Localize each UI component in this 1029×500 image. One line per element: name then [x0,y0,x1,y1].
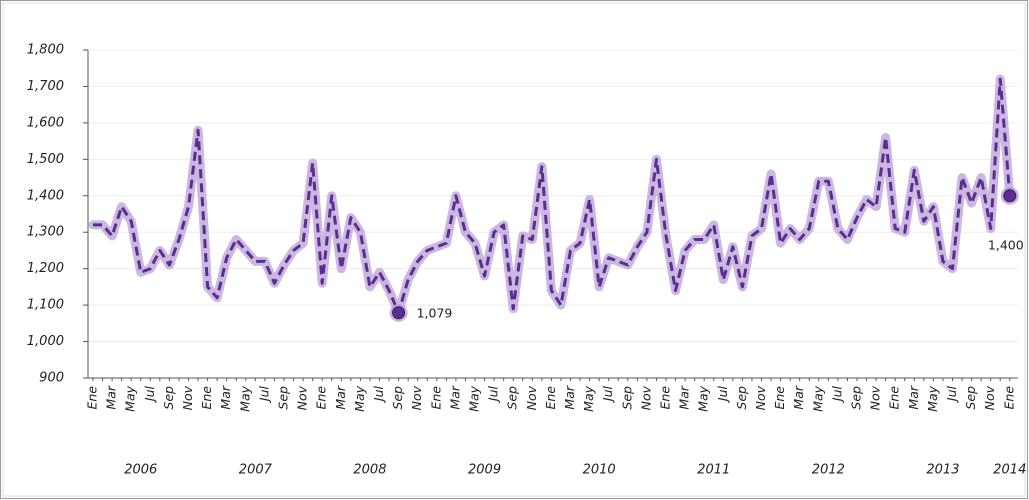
y-tick-label: 1,000 [27,334,64,349]
line [93,77,1012,315]
x-tick-label: Sep [619,386,634,410]
x-tick-label: Jul [371,385,386,404]
x-tick-label: May [237,385,252,411]
value-label: 1,079 [417,305,453,320]
x-tick-label: Sep [963,386,978,410]
x-tick-label: Sep [505,386,520,410]
x-tick-label: Ene [428,386,443,410]
y-tick-label: 1,800 [27,43,64,58]
year-label: 2014 [993,463,1026,478]
x-tick-label: Mar [562,385,577,409]
x-tick-label: Ene [85,386,100,410]
x-tick-label: Nov [409,385,424,410]
year-label: 2006 [124,463,157,478]
x-tick-label: Jul [256,385,271,404]
x-tick-label: Mar [791,385,806,409]
x-tick-label: Jul [486,385,501,404]
x-tick-label: Nov [982,385,997,410]
y-tick-label: 1,700 [27,79,64,94]
x-tick-label: Mar [906,385,921,409]
year-label: 2008 [353,463,386,478]
x-tick-label: May [696,385,711,411]
year-label: 2013 [926,463,959,478]
y-tick-label: 1,300 [27,225,64,240]
x-tick-label: Nov [753,385,768,410]
year-label: 2012 [812,463,845,478]
y-tick-label: 1,400 [27,188,64,203]
x-tick-label: Jul [600,385,615,404]
x-tick-label: Ene [199,386,214,410]
x-tick-label: Mar [104,385,119,409]
year-label: 2007 [239,463,273,478]
y-tick-label: 1,200 [27,261,64,276]
x-tick-label: Sep [849,386,864,410]
x-tick-label: Mar [677,385,692,409]
x-tick-label: May [123,385,138,411]
year-label: 2009 [468,463,501,478]
x-tick-label: Jul [944,385,959,404]
x-tick-label: Ene [887,386,902,410]
x-tick-label: May [581,385,596,411]
x-tick-label: Ene [1001,386,1016,410]
x-tick-label: May [467,385,482,411]
point-marker [392,306,406,320]
x-tick-label: Nov [638,385,653,410]
y-tick-label: 900 [39,371,64,386]
value-label: 1,400 [988,237,1024,252]
x-tick-label: Nov [524,385,539,410]
x-tick-label: Mar [447,385,462,409]
y-tick-label: 1,100 [27,298,64,313]
x-tick-label: Ene [658,386,673,410]
x-tick-label: Nov [868,385,883,410]
x-tick-label: Jul [715,385,730,404]
x-tick-label: Sep [734,386,749,410]
x-tick-label: Ene [314,386,329,410]
x-tick-label: Jul [829,385,844,404]
x-tick-label: Sep [276,386,291,410]
x-tick-label: Ene [543,386,558,410]
x-tick-label: Nov [180,385,195,410]
x-tick-label: Mar [218,385,233,409]
year-label: 2010 [583,463,616,478]
x-tick-label: Mar [333,385,348,409]
x-tick-label: May [352,385,367,411]
point-marker [1003,189,1017,203]
x-tick-label: Ene [772,386,787,410]
x-tick-label: May [925,385,940,411]
x-tick-label: Sep [390,386,405,410]
year-label: 2011 [697,463,730,478]
x-tick-label: Jul [142,385,157,404]
y-tick-label: 1,600 [27,115,64,130]
x-tick-label: Sep [161,386,176,410]
x-tick-label: Nov [295,385,310,410]
x-tick-label: May [810,385,825,411]
y-tick-label: 1,500 [27,152,64,167]
